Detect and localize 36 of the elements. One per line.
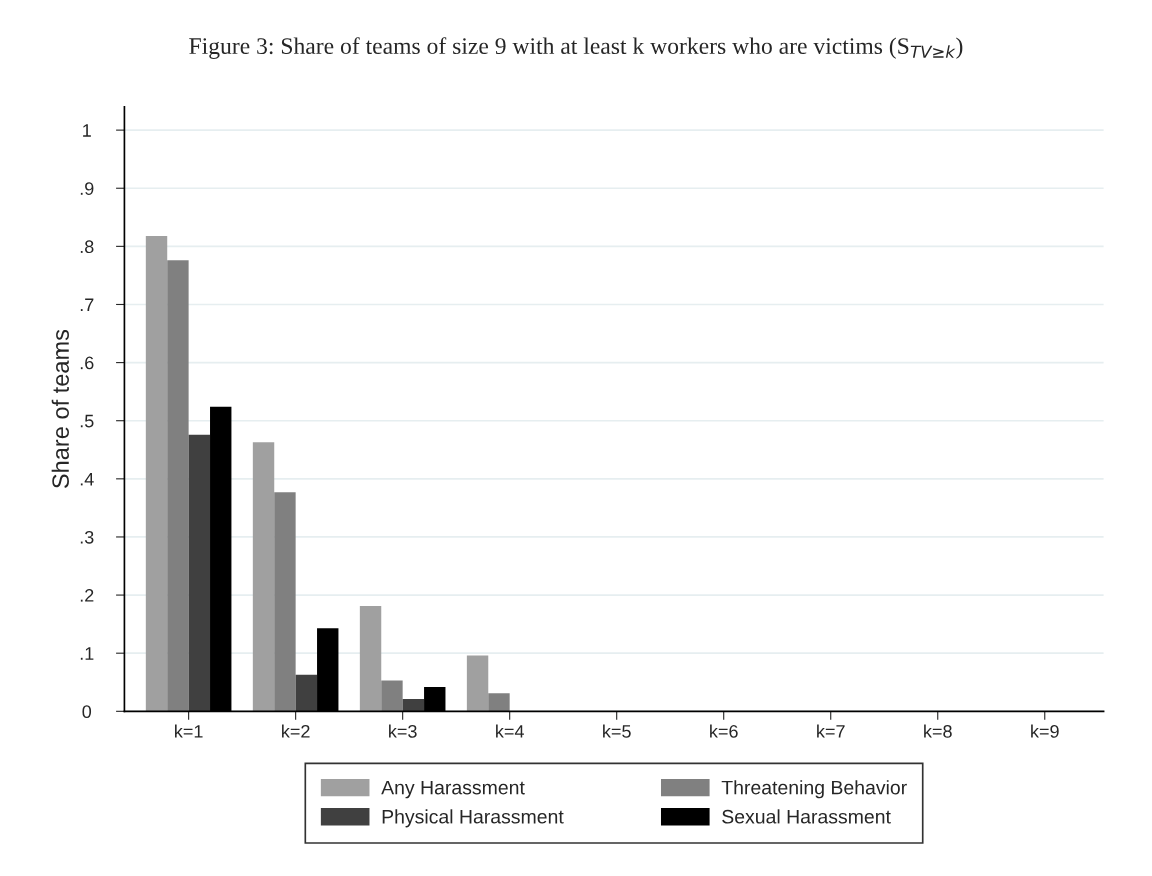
legend-label: Any Harassment [381,780,525,799]
y-tick-label: .6 [80,356,94,370]
chart-title: Figure 3: Share of teams of size 9 with at least k workers who are victims (S$_{TV≥k}$) [189,37,963,59]
legend-label: Physical Harassment [382,809,564,828]
bar [188,434,211,712]
x-tick-label: k=5 [603,724,631,738]
bar [488,693,510,712]
legend-label: Threatening Behavior [721,780,907,799]
bar [381,680,403,712]
y-tick-label: .2 [80,589,94,602]
y-tick-label: .3 [80,530,94,544]
y-tick-label: .1 [80,647,94,660]
bar [145,235,168,712]
bar [295,674,318,712]
bar [359,606,382,712]
bar [466,655,489,712]
x-tick-label: k=6 [710,724,738,738]
x-tick-label: k=8 [924,724,952,738]
y-axis-title: Share of teams [51,329,69,489]
x-tick-label: k=1 [175,724,203,738]
x-tick-label: k=4 [496,724,524,738]
bar [274,492,296,712]
y-tick-label: 0 [82,705,92,719]
y-tick-label: .7 [80,298,94,312]
y-tick-label: .5 [80,414,94,428]
x-tick-label: k=3 [389,724,417,738]
x-tick-label: k=9 [1031,724,1059,738]
bar [252,442,275,712]
y-tick-label: .4 [80,472,94,486]
y-tick-label: 1 [83,124,91,137]
y-tick-label: .8 [80,240,94,254]
y-tick-label: .9 [80,182,94,195]
x-tick-label: k=7 [817,724,845,738]
legend-label: Sexual Harassment [722,809,891,824]
bar [167,260,189,712]
x-tick-label: k=2 [282,724,310,738]
